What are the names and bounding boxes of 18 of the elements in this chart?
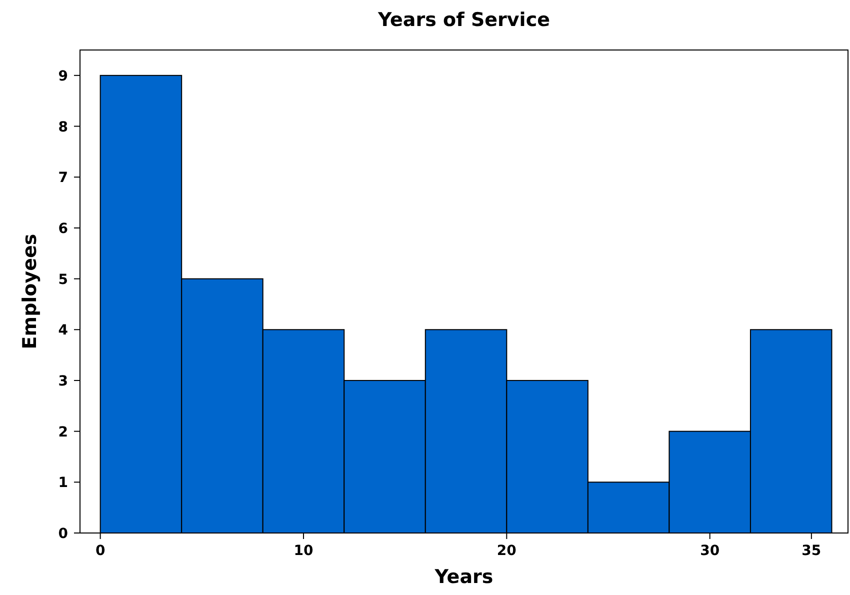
x-tick-label: 35 <box>802 543 822 559</box>
y-tick-label: 0 <box>58 526 68 542</box>
y-tick-label: 6 <box>58 220 68 237</box>
y-tick-label: 5 <box>58 272 68 288</box>
y-tick-label: 2 <box>58 424 68 440</box>
x-axis-title: Years <box>434 566 494 588</box>
x-tick-label: 0 <box>95 543 106 559</box>
y-tick-label: 8 <box>58 119 68 136</box>
y-tick-label: 9 <box>58 68 68 84</box>
y-axis-title: Employees <box>19 234 41 350</box>
y-tick-label: 4 <box>58 322 68 339</box>
y-tick-label: 7 <box>58 170 68 186</box>
chart-title: Years of Service <box>377 9 550 31</box>
x-tick-label: 30 <box>700 543 720 559</box>
y-tick-label: 1 <box>58 475 68 492</box>
x-tick-label: 10 <box>294 543 314 559</box>
y-tick-label: 3 <box>58 373 68 390</box>
x-tick-label: 20 <box>496 543 517 559</box>
